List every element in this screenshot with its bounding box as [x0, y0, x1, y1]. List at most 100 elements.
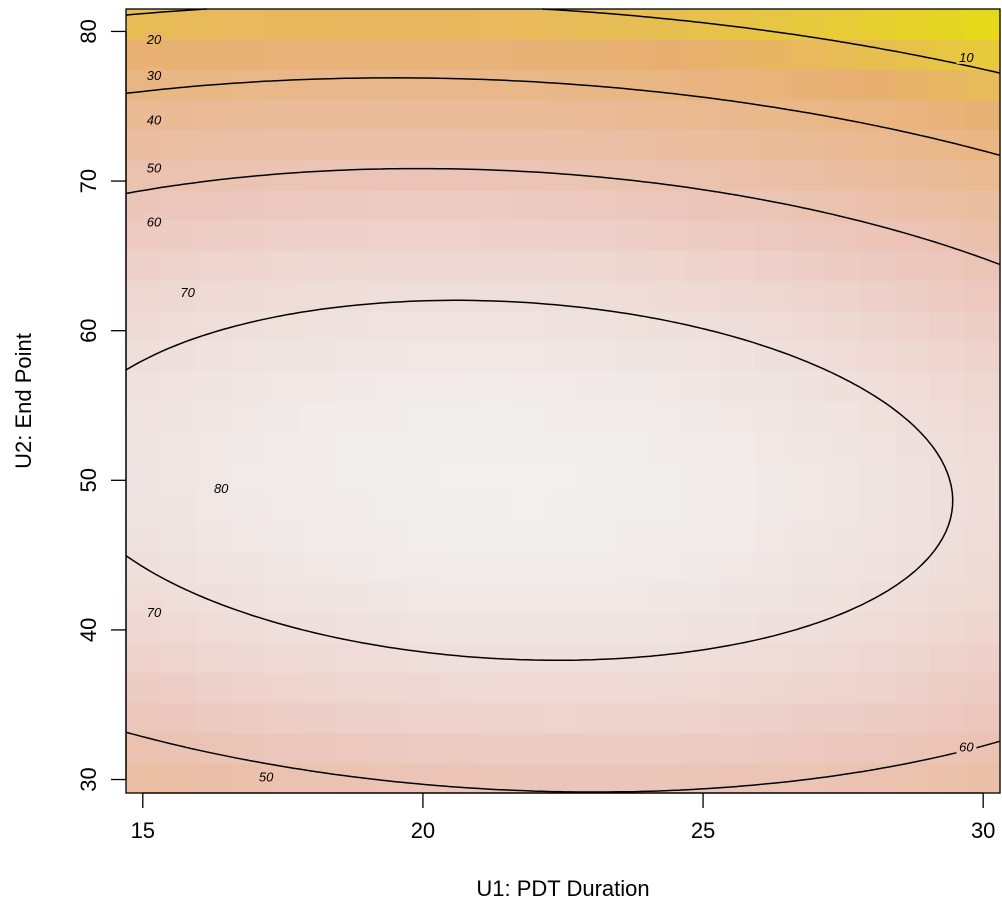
heatmap-cell — [335, 401, 372, 432]
heatmap-cell — [965, 189, 1001, 221]
contour-label: 40 — [147, 113, 162, 128]
heatmap-cell — [755, 280, 791, 312]
heatmap-cell — [580, 762, 617, 794]
heatmap-cell — [580, 340, 617, 372]
heatmap-cell — [440, 551, 477, 583]
heatmap-cell — [720, 672, 756, 704]
heatmap-cell — [755, 461, 791, 493]
heatmap-cell — [895, 551, 931, 583]
heatmap-cell — [930, 581, 966, 613]
heatmap-cell — [650, 340, 686, 372]
heatmap-cell — [790, 250, 826, 281]
heatmap-cell — [440, 370, 477, 402]
heatmap-cell — [720, 612, 756, 643]
heatmap-cell — [755, 220, 791, 251]
heatmap-cell — [755, 581, 791, 613]
heatmap-cell — [930, 702, 966, 734]
heatmap-cell — [545, 220, 582, 251]
heatmap-cell — [510, 521, 547, 553]
heatmap-cell — [265, 461, 302, 493]
heatmap-cell — [126, 250, 162, 281]
heatmap-cell — [335, 521, 372, 553]
heatmap-cell — [405, 250, 442, 281]
heatmap-cell — [930, 340, 966, 372]
heatmap-cell — [405, 461, 442, 493]
heatmap-cell — [895, 642, 931, 673]
heatmap-cell — [930, 762, 966, 794]
heatmap-cell — [650, 401, 686, 432]
heatmap-cell — [475, 431, 512, 462]
heatmap-cell — [965, 280, 1001, 312]
heatmap-cell — [860, 702, 896, 734]
heatmap-cell — [370, 521, 407, 553]
heatmap-cell — [720, 9, 756, 40]
heatmap-cell — [720, 762, 756, 794]
heatmap-cell — [335, 189, 372, 221]
heatmap-cell — [475, 702, 512, 734]
heatmap-cell — [790, 642, 826, 673]
heatmap-cell — [405, 431, 442, 462]
heatmap-cell — [860, 340, 896, 372]
heatmap-cell — [790, 370, 826, 402]
heatmap-cell — [545, 250, 582, 281]
heatmap-cell — [860, 99, 896, 131]
heatmap-cell — [160, 521, 197, 553]
heatmap-cell — [405, 642, 442, 673]
heatmap-cell — [440, 491, 477, 523]
heatmap-cell — [965, 551, 1001, 583]
heatmap-cell — [475, 69, 512, 101]
heatmap-cell — [335, 672, 372, 704]
heatmap-cell — [510, 340, 547, 372]
heatmap-cell — [580, 189, 617, 221]
heatmap-cell — [545, 642, 582, 673]
heatmap-cell — [510, 280, 547, 312]
heatmap-cell — [650, 702, 686, 734]
heatmap-cell — [580, 642, 617, 673]
heatmap-cell — [160, 220, 197, 251]
heatmap-cell — [825, 762, 861, 794]
heatmap-cell — [440, 732, 477, 764]
heatmap-cell — [265, 220, 302, 251]
contour-label-background — [144, 159, 164, 175]
heatmap-cell — [895, 401, 931, 432]
heatmap-cell — [265, 672, 302, 704]
heatmap-cell — [615, 702, 651, 734]
x-axis: 15 20 25 30 — [131, 792, 995, 843]
heatmap-cell — [160, 702, 197, 734]
heatmap-cell — [405, 370, 442, 402]
heatmap-cell — [860, 159, 896, 191]
heatmap-cell — [825, 612, 861, 643]
heatmap-cell — [930, 159, 966, 191]
heatmap-cell — [545, 521, 582, 553]
heatmap-cell — [195, 250, 232, 281]
heatmap-cell — [580, 431, 617, 462]
heatmap-cell — [895, 762, 931, 794]
heatmap-cell — [126, 431, 162, 462]
heatmap-cell — [335, 129, 372, 161]
heatmap-cell — [230, 461, 267, 493]
heatmap-cell — [615, 9, 651, 40]
heatmap-cell — [510, 702, 547, 734]
heatmap-cell — [545, 672, 582, 704]
heatmap-cell — [440, 9, 477, 40]
heatmap-cell — [860, 551, 896, 583]
heatmap-cell — [230, 642, 267, 673]
heatmap-cell — [965, 99, 1001, 131]
heatmap-cell — [790, 340, 826, 372]
heatmap-cell — [475, 250, 512, 281]
heatmap-cell — [685, 672, 721, 704]
heatmap-cell — [895, 612, 931, 643]
heatmap-cell — [895, 69, 931, 101]
heatmap-cell — [720, 581, 756, 613]
heatmap-cell — [370, 431, 407, 462]
heatmap-cell — [965, 672, 1001, 704]
heatmap-cell — [965, 220, 1001, 251]
heatmap-cell — [510, 99, 547, 131]
contour-label: 20 — [146, 32, 162, 47]
heatmap-cell — [405, 551, 442, 583]
heatmap-cell — [475, 581, 512, 613]
heatmap-cell — [440, 310, 477, 342]
heatmap-cell — [195, 642, 232, 673]
heatmap-cell — [265, 189, 302, 221]
heatmap-cell — [370, 220, 407, 251]
